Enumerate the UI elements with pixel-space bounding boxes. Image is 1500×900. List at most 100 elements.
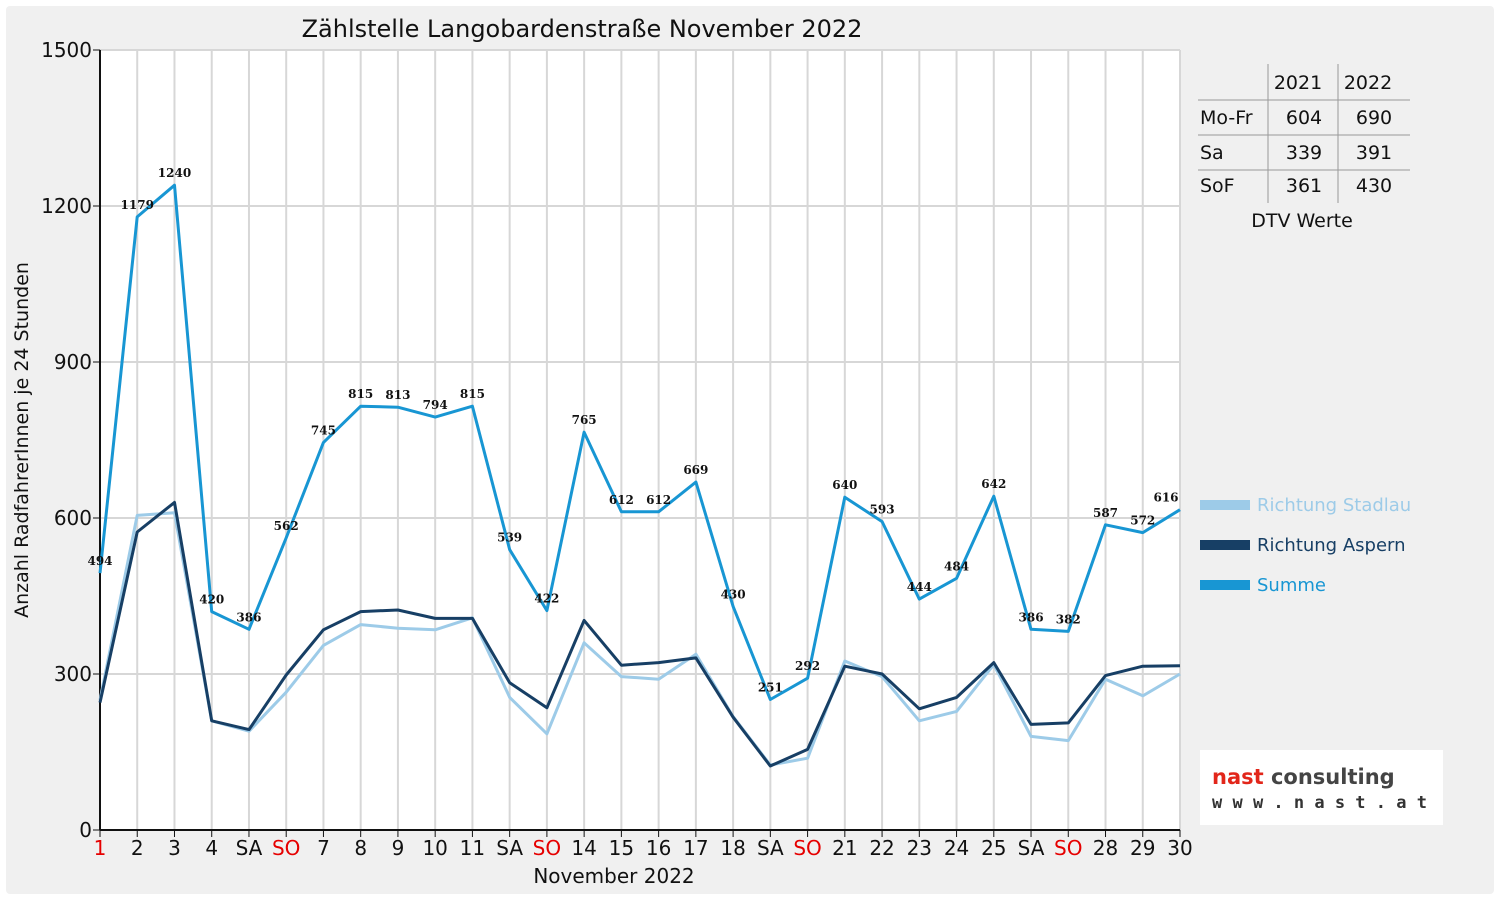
data-label: 587	[1093, 506, 1118, 520]
y-tick-label: 1200	[41, 194, 92, 218]
data-label: 813	[385, 388, 410, 402]
x-tick-label: 23	[907, 836, 932, 860]
data-label: 484	[944, 559, 969, 573]
x-tick-label: 15	[609, 836, 634, 860]
series-line-richtung-stadlau	[98, 511, 1181, 767]
y-tick-label: 900	[54, 350, 92, 374]
dtv-table: 2021 2022 Mo-Fr 604 690 Sa 339 391 SoF 3…	[1198, 64, 1410, 232]
data-label: 292	[795, 659, 820, 673]
series-line-summe	[98, 183, 1181, 701]
data-label: 422	[534, 592, 559, 606]
dtv-cell: 339	[1286, 142, 1322, 164]
y-tick-label: 0	[79, 818, 92, 842]
x-tick-label: 14	[571, 836, 596, 860]
x-tick-label: SO	[533, 836, 561, 860]
dtv-row-label: Sa	[1200, 142, 1224, 164]
x-tick-label: 17	[683, 836, 708, 860]
nast-logo: nast consulting w w w . n a s t . a t	[1200, 750, 1443, 825]
logo-box	[1200, 750, 1443, 825]
x-tick-label: 21	[832, 836, 857, 860]
data-label: 669	[683, 463, 708, 477]
logo-url: w w w . n a s t . a t	[1212, 793, 1427, 813]
x-tick-label: SA	[1018, 836, 1045, 860]
dtv-cell: 391	[1356, 142, 1392, 164]
legend-swatch	[1200, 500, 1250, 510]
data-label: 794	[423, 398, 448, 412]
series-lines	[98, 183, 1181, 768]
data-labels: 494 1179 1240 420 386 562 745 815 813 794 815 539 42…	[87, 166, 1178, 694]
chart-title: Zählstelle Langobardenstraße November 20…	[302, 15, 863, 43]
data-label: 642	[981, 477, 1006, 491]
data-label: 1179	[121, 198, 154, 212]
y-axis-label: Anzahl RadfahrerInnen je 24 Stunden	[11, 262, 33, 618]
y-tick-label: 600	[54, 506, 92, 530]
dtv-row-label: Mo-Fr	[1200, 107, 1253, 129]
legend-label: Richtung Aspern	[1257, 535, 1406, 556]
x-tick-label: SA	[496, 836, 523, 860]
data-label: 612	[609, 493, 634, 507]
x-tick-label: 4	[205, 836, 218, 860]
data-label: 430	[721, 587, 746, 601]
y-ticks: 0 300 600 900 1200 1500	[41, 38, 92, 842]
legend-swatch	[1200, 540, 1250, 550]
x-tick-label: 30	[1167, 836, 1192, 860]
dtv-cell: 430	[1356, 175, 1392, 197]
x-tick-label: SA	[236, 836, 263, 860]
data-label: 420	[199, 593, 224, 607]
x-tick-label: 8	[354, 836, 367, 860]
x-tick-label: 1	[94, 836, 107, 860]
data-label: 612	[646, 493, 671, 507]
x-tick-label: SO	[1054, 836, 1082, 860]
data-label: 572	[1130, 514, 1155, 528]
x-tick-label: 7	[317, 836, 330, 860]
x-tick-label: SO	[272, 836, 300, 860]
legend-label: Richtung Stadlau	[1257, 495, 1411, 516]
dtv-header-2021: 2021	[1274, 72, 1322, 94]
x-tick-label: SA	[757, 836, 784, 860]
series-line-richtung-aspern	[98, 500, 1181, 768]
x-tick-label: 10	[422, 836, 447, 860]
data-label: 382	[1056, 612, 1081, 626]
x-tick-label: 2	[131, 836, 144, 860]
dtv-cell: 604	[1286, 107, 1322, 129]
x-tick-label: SO	[793, 836, 821, 860]
data-label: 386	[236, 610, 261, 624]
data-label: 562	[274, 519, 299, 533]
data-label: 815	[348, 387, 373, 401]
x-ticks: 1 2 3 4 SA SO 7 8 9 10 11 SA SO 14 15 16 17 18 SA SO 21 22 23 2…	[94, 836, 1193, 860]
dtv-row-label: SoF	[1200, 175, 1235, 197]
x-tick-label: 9	[392, 836, 405, 860]
legend: Richtung Stadlau Richtung Aspern Summe	[1200, 495, 1411, 596]
grid	[100, 49, 1181, 830]
logo-text: nast consulting	[1212, 765, 1395, 789]
data-label: 593	[870, 503, 895, 517]
x-tick-label: 24	[944, 836, 969, 860]
x-axis-label: November 2022	[533, 864, 694, 888]
data-label: 251	[758, 680, 783, 694]
data-label: 815	[460, 387, 485, 401]
legend-label: Summe	[1257, 575, 1326, 596]
data-label: 444	[907, 580, 932, 594]
data-label: 494	[87, 554, 112, 568]
dtv-cell: 690	[1356, 107, 1392, 129]
dtv-cell: 361	[1286, 175, 1322, 197]
data-label: 386	[1019, 610, 1044, 624]
data-label: 539	[497, 531, 522, 545]
data-label: 640	[832, 478, 857, 492]
dtv-header-2022: 2022	[1344, 72, 1392, 94]
legend-swatch	[1200, 580, 1250, 590]
x-tick-label: 22	[869, 836, 894, 860]
x-tick-label: 25	[981, 836, 1006, 860]
x-tick-label: 3	[168, 836, 181, 860]
y-tick-label: 1500	[41, 38, 92, 62]
y-tick-label: 300	[54, 662, 92, 686]
data-label: 1240	[158, 166, 191, 180]
data-label: 745	[311, 424, 336, 438]
x-tick-label: 18	[720, 836, 745, 860]
data-label: 765	[572, 413, 597, 427]
x-tick-label: 16	[646, 836, 671, 860]
x-tick-label: 11	[460, 836, 485, 860]
x-tick-label: 28	[1093, 836, 1118, 860]
x-tick-label: 29	[1130, 836, 1155, 860]
